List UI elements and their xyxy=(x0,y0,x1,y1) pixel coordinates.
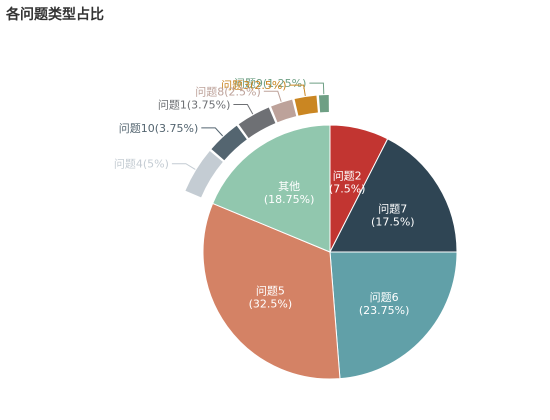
inner-pie-labels: 问题2 (7.5%)问题7 (17.5%) 问题6 (23.75%) 问题5 (32.5%)… xyxy=(249,169,415,317)
ring-callout-label-3: 问题8(2.5%) xyxy=(195,85,261,98)
outer-ring-callouts: 问题9(1.25%)问题3(2.5%)问题8(2.5%)问题1(3.75%) 问题… xyxy=(114,77,325,171)
ring-slice-6[interactable] xyxy=(185,150,223,198)
pie-slice-5[interactable] xyxy=(212,124,331,253)
pie-slice-label-3: 问题6 (23.75%) xyxy=(359,291,410,317)
ring-slice-3[interactable] xyxy=(271,99,297,123)
ring-callout-label-5: 问题10(3.75%) xyxy=(119,122,199,135)
ring-callout-label-4: 问题1(3.75%) xyxy=(158,99,231,112)
ring-callout-line-3 xyxy=(263,90,282,102)
ring-callout-label-2: 问题3(2.5%) xyxy=(221,79,287,92)
ring-callout-label-1: 问题9(1.25%) xyxy=(234,77,307,90)
pie-slice-label-1: 问题2 (7.5%) xyxy=(329,169,366,195)
outer-ring-slices xyxy=(185,95,329,198)
pie-slice-label-2: 问题7 (17.5%) xyxy=(371,203,415,229)
ring-callout-line-1 xyxy=(309,82,325,95)
pie-slice-3[interactable] xyxy=(329,251,458,380)
inner-pie-slices xyxy=(202,124,458,380)
pie-slice-4[interactable] xyxy=(202,202,341,380)
ring-slice-4[interactable] xyxy=(238,107,276,139)
pie-slice-2[interactable] xyxy=(329,138,458,253)
ring-callout-line-2 xyxy=(289,84,306,96)
ring-slice-5[interactable] xyxy=(211,125,247,161)
ring-slice-2[interactable] xyxy=(294,95,318,116)
ring-callout-line-5 xyxy=(201,127,224,137)
ring-callout-line-6 xyxy=(171,163,196,170)
pie-slice-label-5: 其他(18.75%) xyxy=(264,180,315,206)
ring-callout-line-4 xyxy=(233,104,254,115)
ring-callout-label-6: 问题4(5%) xyxy=(114,158,169,171)
ring-slice-1[interactable] xyxy=(318,95,329,113)
pie-slice-label-4: 问题5 (32.5%) xyxy=(249,284,293,310)
chart-title: 各问题类型占比 xyxy=(6,7,104,23)
